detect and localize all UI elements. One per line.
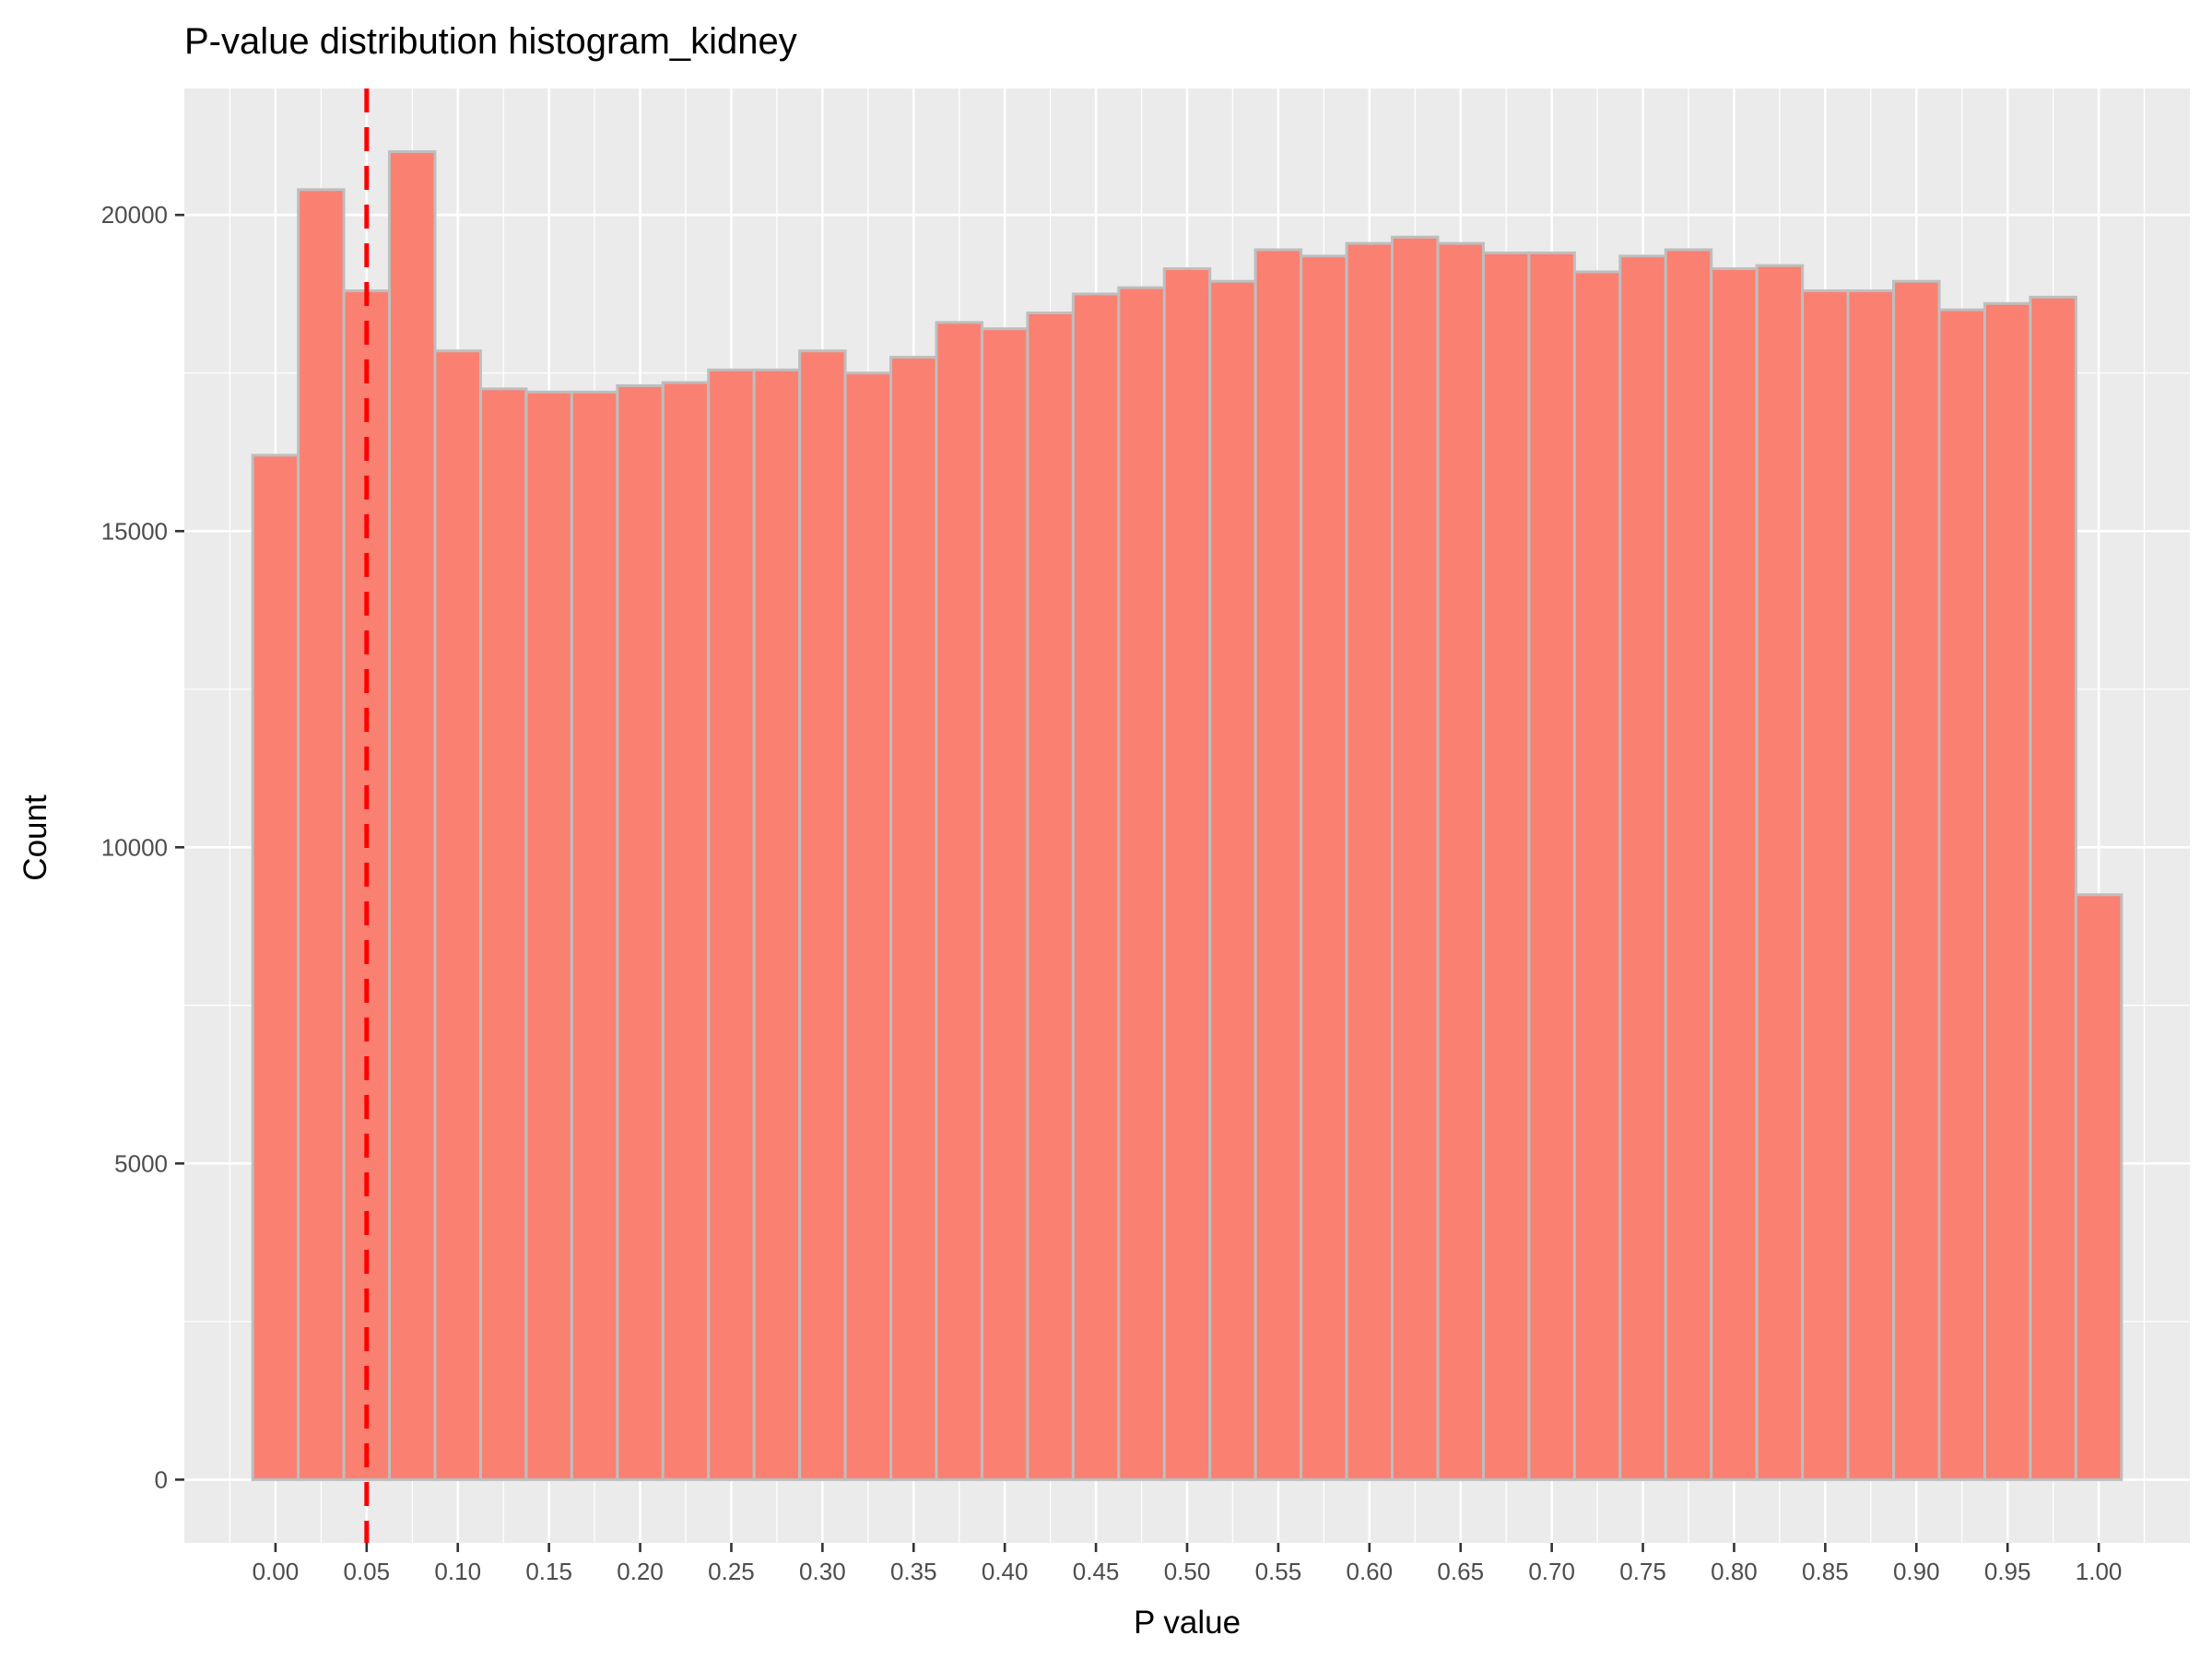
histogram-bar xyxy=(980,327,1030,1481)
y-axis-title: Count xyxy=(18,794,53,881)
x-axis-title: P value xyxy=(1134,1605,1241,1641)
histogram-bar xyxy=(1572,270,1622,1481)
y-axis: 0 5000 10000 15000 20000 xyxy=(101,201,184,1493)
histogram-bar xyxy=(1481,251,1531,1481)
x-tick-label: 0.15 xyxy=(525,1558,572,1585)
histogram-bar xyxy=(2074,893,2124,1481)
histogram-bar xyxy=(433,349,482,1481)
x-tick-label: 0.00 xyxy=(253,1558,300,1585)
histogram-bar xyxy=(570,390,619,1481)
histogram-bar xyxy=(616,383,665,1481)
x-tick-label: 0.50 xyxy=(1164,1558,1211,1585)
histogram-bar xyxy=(1026,312,1075,1481)
histogram-bar xyxy=(935,321,983,1481)
histogram-bar xyxy=(1071,292,1121,1481)
y-tick-label: 10000 xyxy=(101,833,168,861)
histogram-bar xyxy=(1710,267,1759,1481)
histogram-bar xyxy=(1391,235,1440,1481)
histogram-bar xyxy=(1983,301,2032,1481)
histogram-bar xyxy=(1618,254,1667,1481)
histogram-bar xyxy=(297,188,346,1481)
x-tick-label: 0.05 xyxy=(344,1558,391,1585)
histogram-bars xyxy=(251,150,2124,1481)
histogram-bar xyxy=(2029,295,2077,1481)
x-tick-label: 0.10 xyxy=(434,1558,481,1585)
x-tick-label: 0.25 xyxy=(708,1558,755,1585)
x-tick-label: 0.35 xyxy=(890,1558,937,1585)
histogram-bar xyxy=(661,381,711,1481)
histogram-bar xyxy=(1208,279,1257,1481)
histogram-bar xyxy=(388,150,437,1481)
histogram-bar xyxy=(1664,248,1713,1481)
y-tick-label: 5000 xyxy=(114,1149,168,1177)
x-tick-label: 0.75 xyxy=(1619,1558,1666,1585)
histogram-bar xyxy=(752,368,802,1481)
histogram-bar xyxy=(1300,254,1348,1481)
x-tick-label: 0.85 xyxy=(1802,1558,1849,1585)
x-tick-label: 0.30 xyxy=(799,1558,846,1585)
x-tick-label: 0.60 xyxy=(1347,1558,1394,1585)
histogram-bar xyxy=(1162,267,1212,1481)
histogram-bar xyxy=(1801,289,1850,1481)
histogram-bar xyxy=(1755,264,1805,1481)
x-tick-label: 0.90 xyxy=(1893,1558,1940,1585)
histogram-bar xyxy=(1846,289,1896,1481)
histogram-bar xyxy=(843,371,893,1481)
histogram-bar xyxy=(251,453,300,1481)
x-tick-label: 0.70 xyxy=(1528,1558,1575,1585)
x-tick-label: 1.00 xyxy=(2076,1558,2123,1585)
x-axis: 0.00 0.05 0.10 0.15 0.20 0.25 0.30 0.35 0.40 0.45… xyxy=(253,1543,2123,1585)
histogram-bar xyxy=(1892,279,1941,1481)
y-tick-label: 0 xyxy=(155,1465,168,1493)
histogram-bar xyxy=(1937,308,1986,1481)
histogram-bar xyxy=(889,356,938,1481)
y-tick-label: 20000 xyxy=(101,201,168,229)
histogram-bar xyxy=(1345,241,1394,1481)
x-tick-label: 0.45 xyxy=(1073,1558,1120,1585)
x-tick-label: 0.55 xyxy=(1255,1558,1302,1585)
x-tick-label: 0.95 xyxy=(1984,1558,2031,1585)
y-tick-label: 15000 xyxy=(101,517,168,545)
histogram-bar xyxy=(707,368,756,1481)
x-tick-label: 0.80 xyxy=(1711,1558,1758,1585)
histogram-bar xyxy=(1436,241,1485,1481)
histogram-bar xyxy=(1527,251,1576,1481)
histogram-bar xyxy=(1117,286,1166,1481)
x-tick-label: 0.20 xyxy=(617,1558,664,1585)
histogram-bar xyxy=(478,387,528,1481)
chart-title: P-value distribution histogram_kidney xyxy=(184,21,797,62)
x-tick-label: 0.40 xyxy=(982,1558,1029,1585)
histogram-bar xyxy=(798,349,847,1481)
x-tick-label: 0.65 xyxy=(1437,1558,1484,1585)
histogram-bar xyxy=(1253,248,1303,1481)
histogram-bar xyxy=(524,390,573,1481)
